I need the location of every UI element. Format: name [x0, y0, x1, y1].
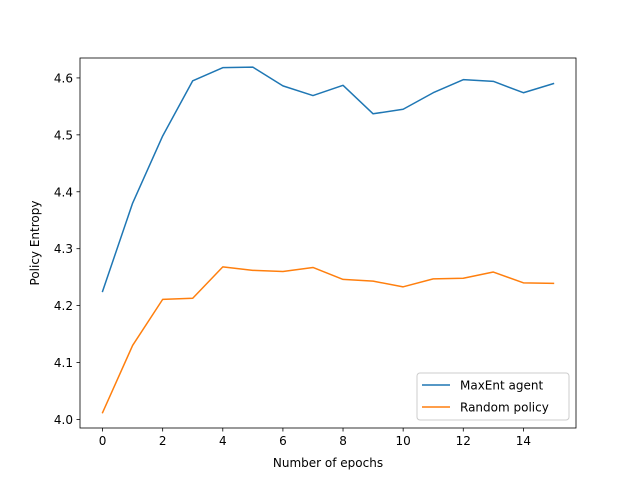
- y-tick-label: 4.3: [54, 242, 73, 256]
- x-tick-label: 6: [279, 434, 287, 448]
- x-tick-label: 0: [99, 434, 107, 448]
- series-line-1: [101, 66, 555, 293]
- x-tick-label: 14: [516, 434, 531, 448]
- y-tick-label: 4.4: [54, 185, 73, 199]
- x-tick-label: 8: [339, 434, 347, 448]
- legend-box: [416, 372, 570, 421]
- y-tick-label: 4.2: [54, 299, 73, 313]
- legend-label-1: MaxEnt agent: [460, 379, 543, 393]
- y-tick-label: 4.1: [54, 356, 73, 370]
- plot-area: [101, 66, 555, 414]
- legend: MaxEnt agent Random policy: [416, 372, 570, 421]
- x-tick-label: 10: [396, 434, 411, 448]
- y-axis-label: Policy Entropy: [28, 201, 42, 286]
- x-axis-label: Number of epochs: [273, 456, 383, 470]
- y-tick-label: 4.5: [54, 128, 73, 142]
- series-line-2: [101, 266, 555, 414]
- axes-frame: [79, 57, 577, 429]
- y-tick-label: 4.0: [54, 413, 73, 427]
- x-tick-label: 12: [456, 434, 471, 448]
- legend-label-2: Random policy: [460, 401, 549, 415]
- x-tick-label: 2: [159, 434, 167, 448]
- x-tick-label: 4: [219, 434, 227, 448]
- y-tick-label: 4.6: [54, 71, 73, 85]
- axes: 0 2 4 6 8 10 12 14 4.0 4.1 4.2 4.3 4.4 4.5 4.6: [54, 57, 577, 448]
